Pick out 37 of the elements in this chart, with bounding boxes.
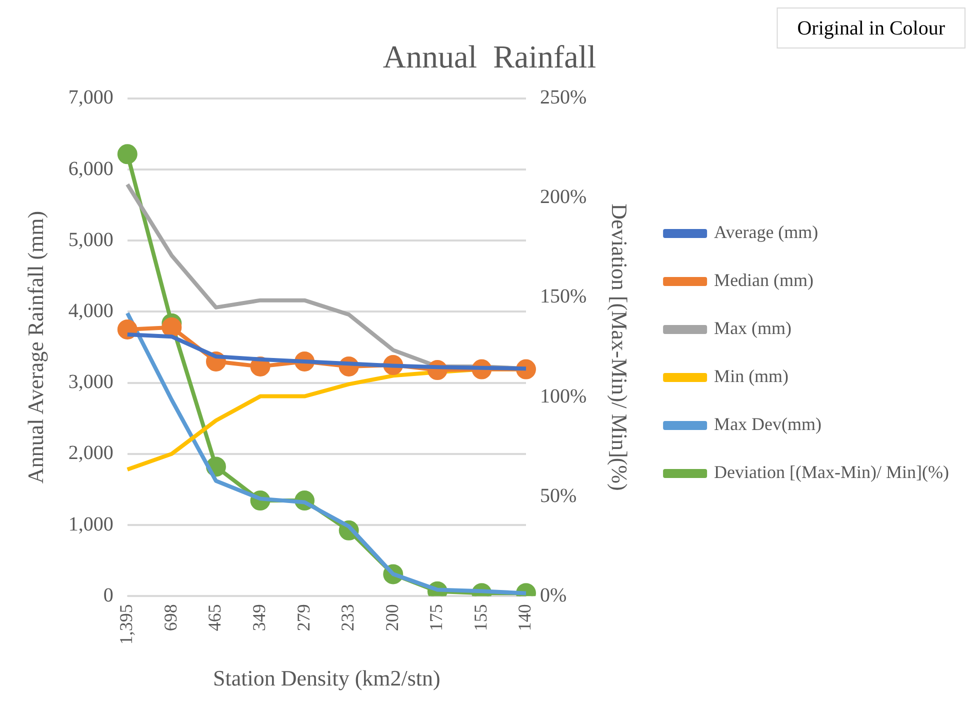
legend-label: Min (mm) [714,366,789,386]
text: Original in Colour [797,17,946,40]
y-tick-label: 1,000 [68,513,114,536]
legend-label: Max Dev(mm) [714,414,822,434]
legend-label: Deviation [(Max-Min)/ Min](%) [714,462,950,482]
x-tick-label: 465 [204,604,225,632]
y-tick-label: 7,000 [68,86,114,109]
y2-tick-label: 50% [540,484,577,507]
x-tick-label: 140 [514,604,535,632]
y-tick-label: 5,000 [68,228,114,251]
point [162,317,182,338]
x-tick-label: 698 [160,604,180,632]
x-tick-label: 155 [470,604,490,632]
y-tick-label: 3,000 [68,371,114,394]
x-axis-title: Station Density (km2/stn) [213,666,440,691]
legend-label: Max (mm) [714,318,792,338]
legend-label: Median (mm) [714,270,814,290]
y-axis-title: Annual Average Rainfall (mm) [22,210,48,484]
x-tick-label: 175 [426,604,446,632]
x-tick-label: 1,395 [116,604,136,645]
x-tick-label: 233 [338,604,358,632]
y2-tick-label: 150% [540,286,587,308]
y-tick-label: 2,000 [68,442,114,464]
y2-axis-title: Deviation [(Max-Min)/ Min](%) [607,204,632,491]
y-tick-label: 0 [103,584,114,606]
y2-tick-label: 250% [540,86,587,109]
y-tick-label: 6,000 [68,158,114,180]
y2-tick-label: 0% [540,584,567,606]
legend-label: Average (mm) [714,222,818,242]
x-tick-label: 349 [249,604,269,632]
x-tick-label: 279 [293,604,314,632]
y-tick-label: 4,000 [68,300,114,322]
x-tick-label: 200 [382,604,402,632]
chart-title: Annual Rainfall [382,38,596,75]
point [117,144,138,164]
y2-tick-label: 200% [540,186,587,208]
y2-tick-label: 100% [540,385,587,408]
